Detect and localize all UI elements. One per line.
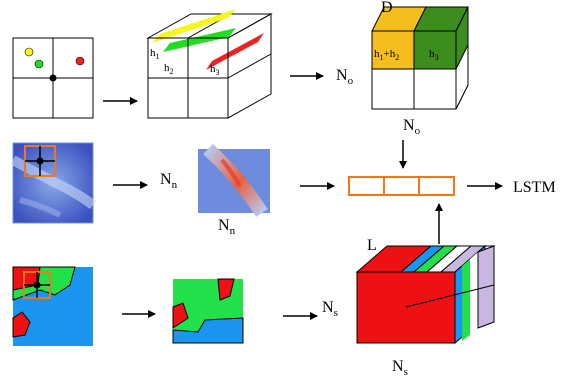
h1-bar xyxy=(152,9,236,43)
ns-label-side: Ns xyxy=(322,299,338,319)
h3-label-pooled: h3 xyxy=(429,48,439,62)
h3-bar xyxy=(206,33,264,70)
density-image xyxy=(10,142,97,224)
no-label-row1: No xyxy=(336,67,354,87)
pooled-tensor-cube: D h1+h2 h3 xyxy=(371,0,469,110)
no-label-pooled: No xyxy=(403,117,421,137)
hidden-state-cube: h1 h2 h3 xyxy=(146,9,273,119)
d-label: D xyxy=(381,0,393,16)
green-point xyxy=(34,59,44,69)
center-point xyxy=(49,74,57,82)
density-crop xyxy=(198,143,270,217)
h1-label: h1 xyxy=(150,47,160,61)
l-label: L xyxy=(367,237,377,254)
red-point xyxy=(75,56,85,66)
lstm-label: LSTM xyxy=(513,179,556,196)
pooled-front-right xyxy=(414,31,456,69)
h2-label: h2 xyxy=(164,62,174,76)
pooled-front-left xyxy=(372,31,414,69)
semantic-crop xyxy=(172,278,244,344)
feature-vector xyxy=(348,176,455,196)
semantic-tensor-cube: L xyxy=(355,237,496,345)
h2-bar xyxy=(163,28,236,52)
h1-h2-label: h1+h2 xyxy=(374,48,399,62)
yellow-point xyxy=(24,47,34,57)
nn-label-below: Nn xyxy=(218,217,236,237)
ns-label-bottom: Ns xyxy=(392,358,408,378)
semantic-image xyxy=(12,266,93,346)
point-grid xyxy=(12,37,94,119)
nn-label-left: Nn xyxy=(160,171,178,191)
h3-label: h3 xyxy=(210,63,220,77)
